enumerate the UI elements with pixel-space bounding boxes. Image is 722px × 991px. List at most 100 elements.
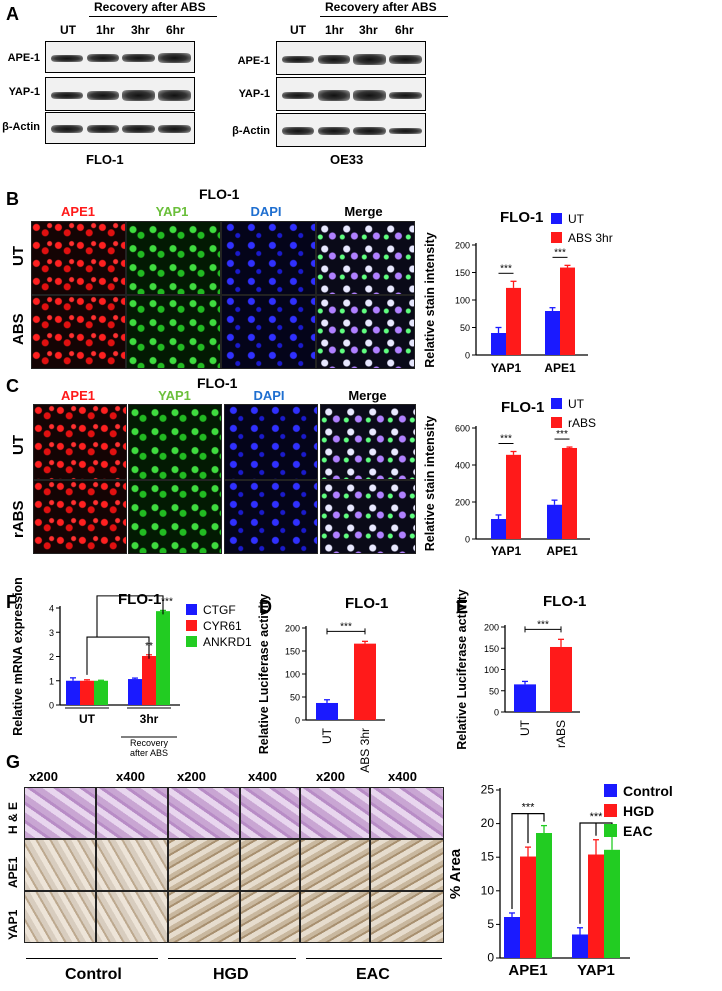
g-group-line-control xyxy=(26,958,158,959)
blot-cell-left: FLO-1 xyxy=(86,152,124,167)
if-c-ut-ape1 xyxy=(33,404,127,480)
chart-f-bar xyxy=(80,680,94,705)
g-group-eac: EAC xyxy=(356,966,390,983)
ihc-yap1-eac-x200 xyxy=(300,891,370,943)
if-b-ut-yap1 xyxy=(126,221,221,295)
chart-d-ylabel: Relative Luciferase activity xyxy=(257,594,271,755)
chart-g-ytick-label: 0 xyxy=(487,951,494,965)
if-c-rabs-merge xyxy=(320,480,416,554)
chart-g-legend-swatch xyxy=(604,784,617,797)
chart-c-legend-label: UT xyxy=(568,397,585,411)
blot-ape1-left xyxy=(45,41,195,73)
blot-yap1-right xyxy=(276,77,426,111)
chart-b-bar xyxy=(491,333,506,355)
chart-b-ytick-label: 50 xyxy=(460,323,470,333)
ihc-he-control-x400 xyxy=(96,787,168,839)
panel-label-b: B xyxy=(6,189,19,209)
chart-f-ytick-label: 0 xyxy=(49,701,54,711)
chart-f-category-label: UT xyxy=(79,712,96,726)
ihc-yap1-control-x200 xyxy=(24,891,96,943)
lane-label-ut-right: UT xyxy=(290,23,306,37)
chart-g-ylabel: % Area xyxy=(447,848,464,899)
blot-row-ape1-right: APE-1 xyxy=(237,55,270,67)
chart-c-ytick-label: 200 xyxy=(455,498,470,508)
if-b-abs-dapi xyxy=(221,295,316,369)
chart-f-legend-label: CTGF xyxy=(203,603,236,617)
if-b-ut-merge xyxy=(316,221,415,295)
chart-f-legend-swatch xyxy=(186,620,197,631)
chart-e-title: FLO-1 xyxy=(543,593,586,610)
g-mag-5: x200 xyxy=(316,769,345,784)
chart-g-bar xyxy=(588,854,604,958)
if-b-ut-ape1 xyxy=(31,221,126,295)
chart-g-legend-swatch xyxy=(604,804,617,817)
ihc-he-hgd-x200 xyxy=(168,787,240,839)
if-b-ut-dapi xyxy=(221,221,316,295)
chart-f-ylabel: Relative mRNA expression xyxy=(11,577,25,736)
chart-d-category-label: UT xyxy=(320,727,334,744)
chart-e-ytick-label: 0 xyxy=(494,708,499,718)
blot-header-right: Recovery after ABS xyxy=(325,0,437,14)
ihc-ape1-control-x200 xyxy=(24,839,96,891)
chart-e-bar xyxy=(514,684,536,712)
chart-c-legend-swatch xyxy=(551,417,562,428)
if-b-abs-yap1 xyxy=(126,295,221,369)
if-c-ut-dapi xyxy=(224,404,318,480)
chart-f-sig-bracket-ankrd1 xyxy=(96,595,164,638)
chart-g-ytick-label: 20 xyxy=(481,816,495,830)
blot-row-yap1-left: YAP-1 xyxy=(8,86,40,98)
chart-g-legend-label: EAC xyxy=(623,823,653,839)
chart-b-bar xyxy=(560,267,575,355)
chart-f-legend-label: CYR61 xyxy=(203,619,242,633)
panel-c-stain-ape1: APE1 xyxy=(61,388,95,403)
chart-b-ytick-label: 0 xyxy=(465,351,470,361)
chart-e-category-label: rABS xyxy=(554,720,568,748)
ihc-ape1-eac-x200 xyxy=(300,839,370,891)
panel-b-stain-yap1: YAP1 xyxy=(155,204,189,219)
chart-d-ytick-label: 200 xyxy=(285,624,300,634)
chart-c-legend-label: rABS xyxy=(568,416,596,430)
chart-g-bar xyxy=(572,934,588,958)
panel-label-e: E xyxy=(456,597,469,617)
lane-label-6hr-right: 6hr xyxy=(395,23,414,37)
chart-f-ytick-label: 1 xyxy=(49,676,54,686)
chart-d-category-label: ABS 3hr xyxy=(358,728,372,773)
chart-c-category-label: APE1 xyxy=(546,544,578,558)
chart-c-bar xyxy=(562,447,577,539)
chart-f-legend-swatch xyxy=(186,636,197,647)
panel-label-d: D xyxy=(259,597,272,617)
panel-c-stain-yap1: YAP1 xyxy=(158,388,191,403)
chart-c-bar xyxy=(491,519,506,539)
ihc-ape1-eac-x400 xyxy=(370,839,444,891)
lane-label-1hr-right: 1hr xyxy=(325,23,344,37)
ihc-he-eac-x200 xyxy=(300,787,370,839)
panel-c-cell: FLO-1 xyxy=(197,375,238,391)
chart-g-sig-label: *** xyxy=(590,811,604,823)
chart-d-ytick-label: 100 xyxy=(285,670,300,680)
blot-row-ape1-left: APE-1 xyxy=(7,52,40,64)
ihc-ape1-control-x400 xyxy=(96,839,168,891)
chart-e-ylabel: Relative Luciferase activity xyxy=(455,589,469,750)
g-mag-6: x400 xyxy=(388,769,417,784)
chart-b-legend-swatch xyxy=(551,232,562,243)
chart-g-ytick-label: 10 xyxy=(481,883,495,897)
lane-label-ut-left: UT xyxy=(60,23,76,37)
g-group-line-eac xyxy=(306,958,442,959)
chart-d-title: FLO-1 xyxy=(345,595,388,612)
if-b-abs-ape1 xyxy=(31,295,126,369)
chart-b-ylabel: Relative stain intensity xyxy=(423,232,437,368)
blot-header-line-right xyxy=(320,16,448,17)
chart-g-ytick-label: 5 xyxy=(487,917,494,931)
chart-g-bar xyxy=(504,917,520,958)
if-c-rabs-ape1 xyxy=(33,480,127,554)
chart-d-bar xyxy=(316,702,338,720)
chart-f-category-label: 3hr xyxy=(140,712,159,726)
chart-b-category-label: APE1 xyxy=(544,361,576,375)
chart-g-bar xyxy=(520,856,536,958)
chart-c-bar xyxy=(547,504,562,539)
chart-e-bar xyxy=(550,646,572,712)
chart-f-sig-bracket-cyr61 xyxy=(86,636,150,675)
chart-c-title: FLO-1 xyxy=(501,399,544,416)
blot-yap1-left xyxy=(45,77,195,111)
